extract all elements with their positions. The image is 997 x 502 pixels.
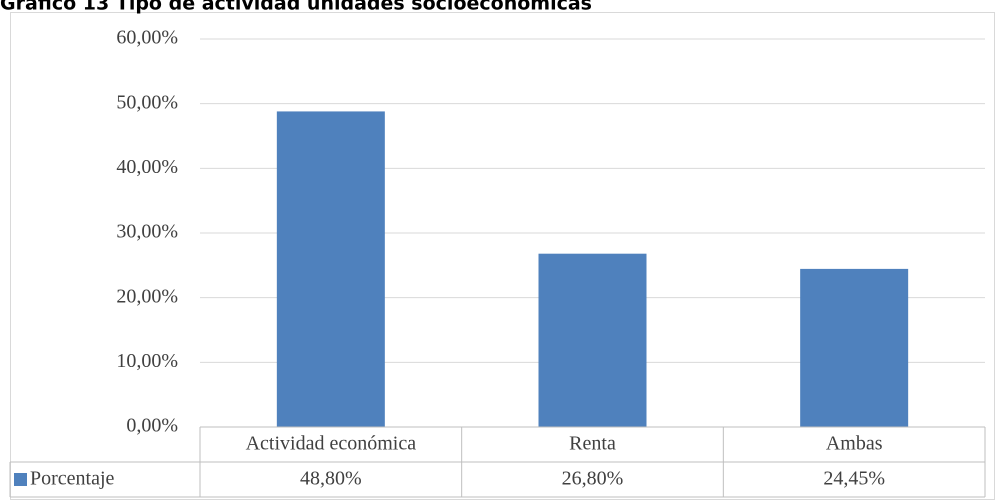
chart-title: Gráfico 13 Tipo de actividad unidades so…: [0, 0, 592, 15]
x-tick-label: Ambas: [826, 433, 883, 455]
y-tick-label: 20,00%: [116, 285, 178, 307]
x-tick-label: Actividad económica: [246, 433, 417, 455]
y-tick-label: 50,00%: [116, 91, 178, 113]
table-value: 24,45%: [823, 468, 885, 490]
x-tick-label: Renta: [569, 433, 616, 455]
table-value: 26,80%: [562, 468, 624, 490]
bar: [800, 268, 909, 427]
y-tick-label: 30,00%: [116, 221, 178, 243]
y-tick-label: 10,00%: [116, 350, 178, 372]
table-value: 48,80%: [300, 468, 362, 490]
bar: [538, 253, 647, 427]
legend-label: Porcentaje: [30, 468, 115, 490]
bar: [276, 111, 385, 427]
legend-swatch: [14, 473, 27, 486]
y-tick-label: 60,00%: [116, 27, 178, 49]
y-tick-label: 0,00%: [126, 415, 178, 437]
y-tick-label: 40,00%: [116, 156, 178, 178]
